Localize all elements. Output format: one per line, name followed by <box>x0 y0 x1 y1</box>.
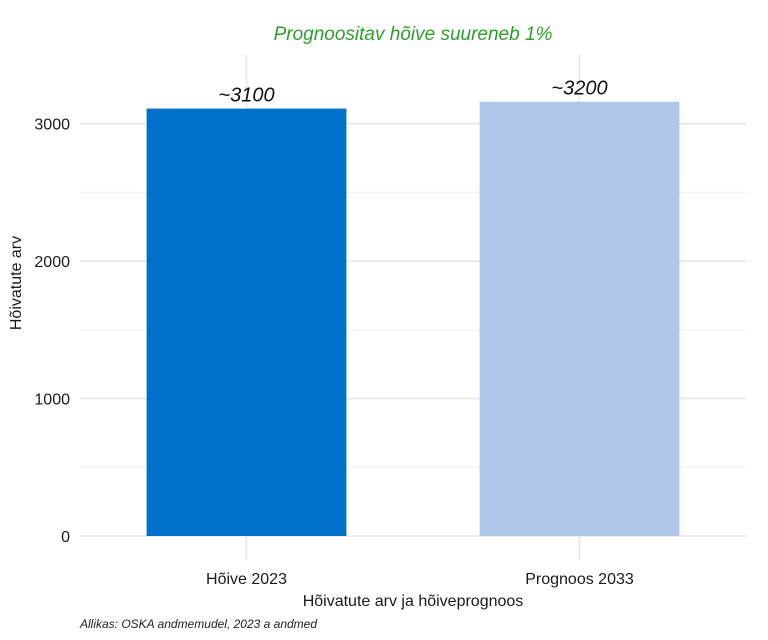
y-tick-label: 1000 <box>34 392 70 409</box>
data-label: ~3100 <box>218 85 274 107</box>
x-axis-title: Hõivatute arv ja hõiveprognoos <box>303 593 524 610</box>
y-axis-title: Hõivatute arv <box>8 236 25 330</box>
x-tick-label: Prognoos 2033 <box>525 571 634 588</box>
source-caption: Allikas: OSKA andmemudel, 2023 a andmed <box>79 617 317 631</box>
x-axis-ticks: Hõive 2023 Prognoos 2033 <box>206 571 634 588</box>
bars <box>146 101 680 537</box>
data-labels: ~3100 ~3200 <box>218 78 607 107</box>
bar <box>479 101 680 537</box>
y-tick-label: 0 <box>61 529 70 546</box>
x-tick-label: Hõive 2023 <box>206 571 287 588</box>
chart-subtitle: Prognoositav hõive suureneb 1% <box>274 24 553 45</box>
bar <box>146 108 347 537</box>
data-label: ~3200 <box>551 78 607 100</box>
y-tick-label: 3000 <box>34 117 70 134</box>
y-axis-ticks: 0 1000 2000 3000 <box>34 117 70 546</box>
y-tick-label: 2000 <box>34 254 70 271</box>
